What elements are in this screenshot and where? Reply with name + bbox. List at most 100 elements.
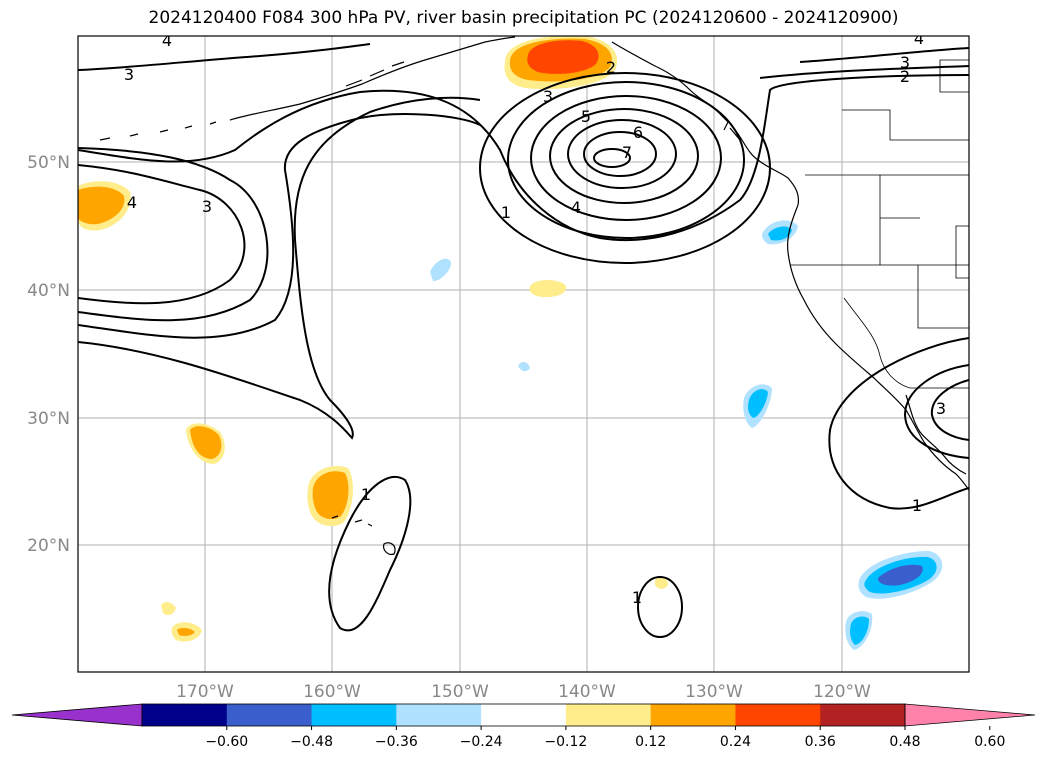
precip-negative-area <box>877 564 923 586</box>
pv-contour-3 <box>530 95 722 221</box>
pv-contour-1 <box>828 337 969 510</box>
colorbar-extend-low <box>11 703 143 727</box>
colorbar-extend-high <box>904 703 1036 727</box>
pv-contour-5 <box>567 119 677 189</box>
aleutian-islands <box>99 121 217 141</box>
precip-negative-area <box>768 226 792 241</box>
precip-negative-area <box>518 362 530 372</box>
colorbar-frame <box>141 703 906 727</box>
contour-label: 4 <box>162 31 172 50</box>
map-title: 2024120400 F084 300 hPa PV, river basin … <box>148 8 899 28</box>
precip-positive-area <box>312 471 349 520</box>
pv-contour-3 <box>78 43 371 71</box>
aleutian-coast <box>229 36 516 121</box>
canada-provinces <box>842 109 969 141</box>
pv-contours <box>78 43 969 638</box>
precip-positive-area <box>177 627 195 636</box>
colorbar-segment <box>735 704 821 726</box>
pv-contour-1 <box>78 96 481 440</box>
colorbar: −0.60 −0.48 −0.36 −0.24 −0.12 0.12 0.24 0.36 0.4… <box>11 703 1036 750</box>
lon-label: 160°W <box>303 682 361 702</box>
lat-label: 40°N <box>27 281 70 301</box>
precip-positive-area <box>527 40 599 74</box>
contour-label: 3 <box>936 399 946 418</box>
contour-label: 1 <box>501 203 511 222</box>
pv-contour-3 <box>799 47 969 63</box>
pv-contour-7 <box>593 148 631 168</box>
borders <box>790 59 969 389</box>
contour-label: 2 <box>606 58 616 77</box>
lat-label: 50°N <box>27 153 70 173</box>
graticule <box>78 36 969 672</box>
contour-label: 3 <box>900 53 910 72</box>
precip-negative-area <box>748 389 768 418</box>
contour-label: 1 <box>632 588 642 607</box>
contour-label: 2 <box>900 67 910 86</box>
pv-contour-1 <box>78 74 969 242</box>
north-america-coast <box>787 204 969 491</box>
state-borders <box>955 225 969 279</box>
pv-contour-labels: 4 3 3 4 3 2 3 5 6 7 4 1 4 2 1 1 1 3 <box>124 29 946 607</box>
colorbar-tick-label: −0.24 <box>460 734 503 750</box>
colorbar-tick-label: 0.24 <box>720 734 751 750</box>
state-borders <box>790 175 969 266</box>
precip-positive-area <box>529 280 567 298</box>
lat-label: 30°N <box>27 409 70 429</box>
colorbar-tick-label: −0.48 <box>290 734 333 750</box>
pv-contour-1 <box>479 72 771 264</box>
latitude-labels: 50°N 40°N 30°N 20°N <box>27 153 70 556</box>
colorbar-segment <box>226 704 313 726</box>
precip-positive-area <box>655 577 668 589</box>
colorbar-segment <box>311 704 397 726</box>
contour-label: 3 <box>124 65 134 84</box>
contour-label: 3 <box>202 197 212 216</box>
alaska-islands <box>345 61 405 87</box>
pv-contour-2 <box>507 81 745 239</box>
contour-label: 1 <box>912 496 922 515</box>
lon-label: 130°W <box>685 682 743 702</box>
hawaii-islands <box>331 515 396 555</box>
precip-positive-area <box>78 186 125 225</box>
lat-label: 20°N <box>27 536 70 556</box>
contour-label: 4 <box>127 193 137 212</box>
baja-coast <box>905 394 967 475</box>
colorbar-tick-label: −0.36 <box>375 734 418 750</box>
contour-label: 6 <box>633 123 643 142</box>
precip-shading <box>78 36 943 650</box>
california-border <box>843 297 969 389</box>
colorbar-segment <box>396 704 482 726</box>
precip-positive-area <box>161 602 176 616</box>
lon-label: 170°W <box>176 682 234 702</box>
map-frame <box>77 35 970 673</box>
contour-label: 7 <box>622 143 632 162</box>
colorbar-tick-label: 0.12 <box>635 734 666 750</box>
contour-label: 4 <box>914 29 924 48</box>
precip-positive-area <box>190 426 222 459</box>
colorbar-segment <box>565 704 652 726</box>
pv-contour-2 <box>903 364 969 459</box>
contour-label: 5 <box>581 107 591 126</box>
lon-label: 120°W <box>813 682 871 702</box>
pv-contour-1 <box>328 475 412 632</box>
colorbar-tick-label: 0.36 <box>805 734 836 750</box>
pv-contour-6 <box>583 131 657 177</box>
lon-label: 140°W <box>558 682 616 702</box>
pv-contour-4 <box>549 108 699 204</box>
pv-contour-2 <box>78 113 481 339</box>
pv-contour-2 <box>759 65 969 79</box>
state-borders <box>917 265 969 329</box>
pv-contour-3 <box>78 147 269 322</box>
precip-negative-area <box>430 258 452 282</box>
colorbar-segment <box>650 704 736 726</box>
contour-label: 4 <box>571 198 581 217</box>
colorbar-segment <box>142 704 228 726</box>
colorbar-tick-label: 0.60 <box>974 734 1005 750</box>
colorbar-tick-label: −0.60 <box>205 734 248 750</box>
colorbar-segment <box>481 704 567 726</box>
longitude-labels: 170°W 160°W 150°W 140°W 130°W 120°W <box>176 682 871 702</box>
lon-label: 150°W <box>431 682 489 702</box>
pv-contour-3 <box>78 164 246 305</box>
colorbar-segment <box>820 704 906 726</box>
colorbar-tick-label: 0.48 <box>889 734 920 750</box>
